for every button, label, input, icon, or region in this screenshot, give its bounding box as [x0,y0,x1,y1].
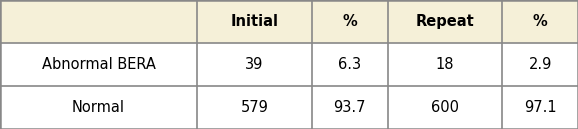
Text: 579: 579 [240,100,268,115]
Text: 97.1: 97.1 [524,100,557,115]
Text: Repeat: Repeat [416,14,475,29]
Text: 6.3: 6.3 [338,57,361,72]
Text: %: % [533,14,547,29]
Text: Abnormal BERA: Abnormal BERA [42,57,155,72]
Text: 39: 39 [245,57,264,72]
Bar [0,0,578,43]
Text: 2.9: 2.9 [528,57,552,72]
Bar [0,43,578,86]
Text: Initial: Initial [231,14,279,29]
Text: 93.7: 93.7 [334,100,366,115]
Text: 18: 18 [436,57,454,72]
Text: %: % [342,14,357,29]
Text: Normal: Normal [72,100,125,115]
Text: 600: 600 [431,100,459,115]
Bar [0,86,578,129]
